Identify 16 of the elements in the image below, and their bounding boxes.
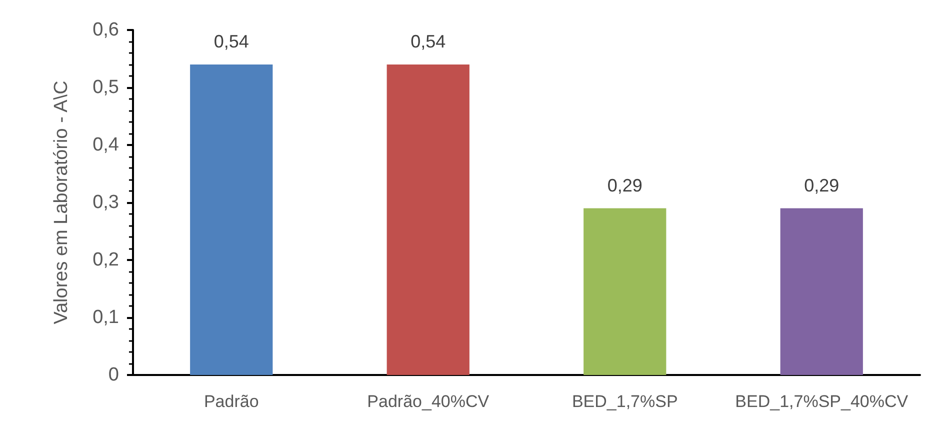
y-axis-title: Valores em Laboratório - A\C (51, 80, 72, 324)
y-tick-label: 0,1 (92, 307, 119, 328)
x-tick-label: Padrão_40%CV (367, 392, 490, 411)
x-tick-label: BED_1,7%SP_40%CV (735, 392, 909, 411)
y-tick-label: 0 (108, 364, 119, 386)
data-label: 0,29 (804, 175, 840, 196)
y-tick-label: 0,3 (92, 192, 119, 213)
y-tick-label: 0,6 (92, 20, 119, 40)
x-tick-label: Padrão (204, 392, 259, 411)
data-label: 0,29 (607, 175, 642, 196)
y-tick-label: 0,4 (92, 134, 120, 156)
data-label: 0,54 (214, 32, 249, 52)
y-tick-label: 0,5 (92, 77, 119, 98)
data-label: 0,54 (410, 32, 446, 52)
y-tick-label: 0,2 (92, 250, 119, 270)
x-tick-label: BED_1,7%SP (572, 392, 678, 411)
